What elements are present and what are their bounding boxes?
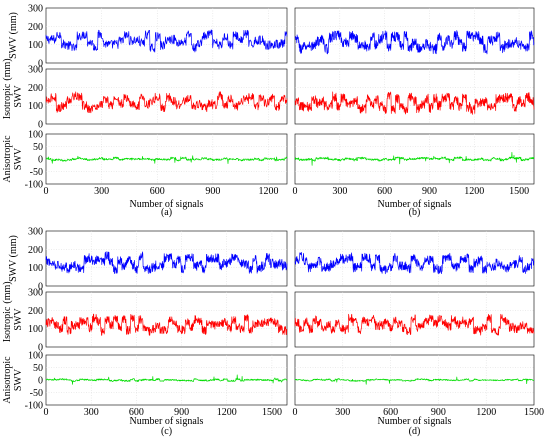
x-axis-label: Number of signals — [378, 199, 452, 210]
series-line-a-0 — [45, 29, 288, 53]
x-tick-label: 900 — [205, 186, 220, 197]
y-axis-label-isotropic-unit: (mm) — [2, 58, 13, 80]
y-tick-label: 0 — [38, 155, 43, 166]
x-tick-label: 600 — [383, 407, 398, 418]
x-axis-label: Number of signals — [378, 416, 452, 427]
x-tick-label: 900 — [422, 186, 437, 197]
x-tick-label: 600 — [129, 407, 144, 418]
y-axis-label-isotropic: Isotropic — [2, 306, 13, 342]
y-axis-label-anisotropic-swv: SWV — [13, 368, 24, 391]
x-tick-label: 300 — [94, 186, 109, 197]
x-tick-label: 900 — [174, 407, 189, 418]
y-tick-label: 0 — [38, 282, 43, 293]
x-tick-label: 1500 — [509, 186, 529, 197]
y-axis-label-anisotropic: Anisotropic — [2, 135, 13, 183]
y-tick-label: -100 — [25, 401, 43, 412]
y-tick-label: 100 — [28, 40, 43, 51]
series-line-d-2 — [294, 376, 535, 385]
y-tick-label: 50 — [33, 363, 43, 374]
panel-caption: (c) — [161, 426, 172, 437]
y-axis-label-isotropic-unit: (mm) — [2, 281, 13, 303]
series-line-d-1 — [294, 313, 535, 336]
x-tick-label: 0 — [44, 407, 49, 418]
series-line-b-2 — [294, 151, 535, 166]
series-line-b-0 — [294, 30, 535, 55]
series-line-c-1 — [45, 313, 288, 336]
x-tick-label: 1200 — [464, 186, 484, 197]
y-tick-label: 100 — [28, 263, 43, 274]
y-axis-label-swv: SWV (mm) — [8, 235, 19, 282]
x-tick-label: 1500 — [262, 407, 282, 418]
x-tick-label: 1200 — [476, 407, 496, 418]
y-axis-label-anisotropic: Anisotropic — [2, 356, 13, 404]
x-tick-label: 0 — [293, 186, 298, 197]
panel-caption: (d) — [409, 426, 421, 437]
y-axis-label-isotropic-swv: SWV — [13, 85, 24, 108]
x-tick-label: 900 — [431, 407, 446, 418]
y-axis-label-isotropic: Isotropic — [2, 83, 13, 119]
y-tick-label: 0 — [38, 59, 43, 70]
y-tick-label: 300 — [28, 4, 43, 15]
x-tick-label: 300 — [335, 407, 350, 418]
x-tick-label: 600 — [150, 186, 165, 197]
y-axis-label-anisotropic-swv: SWV — [13, 147, 24, 170]
x-tick-label: 300 — [332, 186, 347, 197]
y-tick-label: 200 — [28, 83, 43, 94]
y-tick-label: 50 — [33, 142, 43, 153]
y-axis-label-swv: SWV (mm) — [8, 12, 19, 59]
x-tick-label: 1200 — [217, 407, 237, 418]
y-tick-label: 300 — [28, 227, 43, 238]
series-line-a-1 — [45, 91, 288, 114]
panel-caption: (b) — [409, 207, 421, 218]
x-axis-label: Number of signals — [130, 199, 204, 210]
series-line-b-1 — [294, 91, 535, 115]
y-tick-label: 200 — [28, 306, 43, 317]
y-tick-label: 0 — [38, 376, 43, 387]
y-tick-label: 100 — [28, 130, 43, 141]
x-tick-label: 300 — [84, 407, 99, 418]
y-tick-label: 100 — [28, 351, 43, 362]
x-axis-label: Number of signals — [130, 416, 204, 427]
x-tick-label: 600 — [377, 186, 392, 197]
x-tick-label: 1500 — [524, 407, 544, 418]
x-tick-label: 0 — [44, 186, 49, 197]
x-tick-label: 1200 — [258, 186, 278, 197]
series-line-d-0 — [294, 252, 535, 275]
y-tick-label: -100 — [25, 180, 43, 191]
y-tick-label: 100 — [28, 324, 43, 335]
y-tick-label: -50 — [30, 167, 43, 178]
y-tick-label: 0 — [38, 343, 43, 354]
series-line-a-2 — [45, 155, 288, 164]
y-tick-label: 300 — [28, 65, 43, 76]
y-tick-label: 100 — [28, 101, 43, 112]
y-axis-label-isotropic-swv: SWV — [13, 308, 24, 331]
y-tick-label: 0 — [38, 120, 43, 131]
y-tick-label: 300 — [28, 288, 43, 299]
y-tick-label: -50 — [30, 388, 43, 399]
panel-caption: (a) — [161, 207, 172, 218]
y-tick-label: 200 — [28, 245, 43, 256]
x-tick-label: 0 — [293, 407, 298, 418]
series-line-c-0 — [45, 251, 288, 274]
series-line-c-2 — [45, 374, 288, 385]
y-tick-label: 200 — [28, 22, 43, 33]
